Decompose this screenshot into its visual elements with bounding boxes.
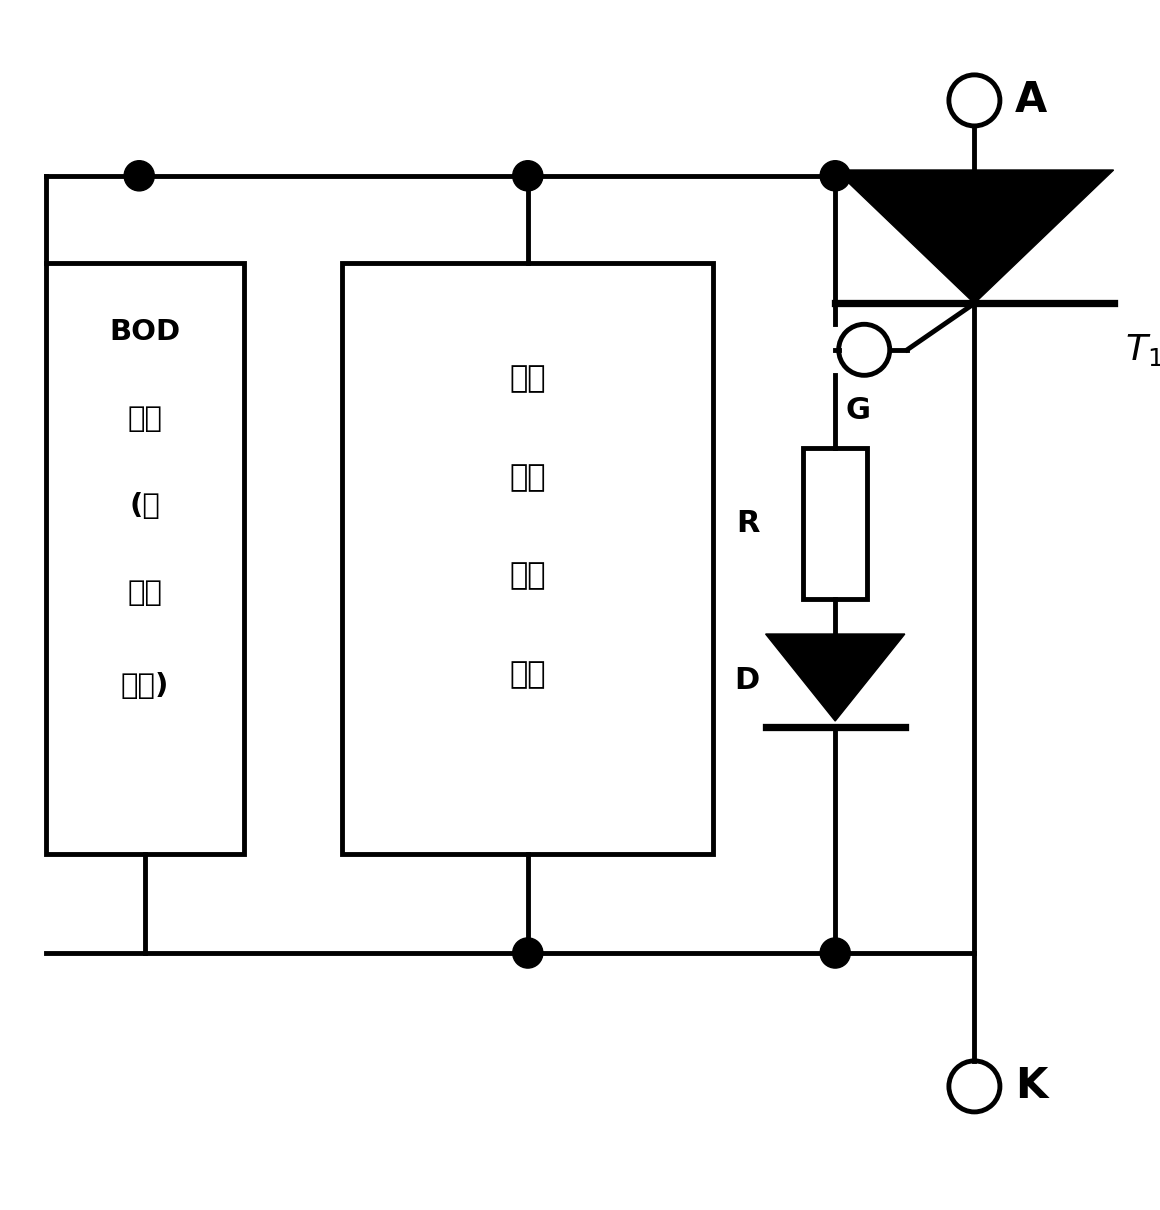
Text: 驱动: 驱动 xyxy=(509,364,546,393)
Circle shape xyxy=(820,938,850,968)
Bar xyxy=(342,263,713,854)
Text: 带电: 带电 xyxy=(509,463,546,492)
Circle shape xyxy=(124,161,154,191)
Text: 电路: 电路 xyxy=(128,405,162,433)
Text: A: A xyxy=(1015,80,1047,121)
Text: $T_1$: $T_1$ xyxy=(1125,332,1160,368)
Bar xyxy=(46,263,244,854)
Text: K: K xyxy=(1015,1065,1047,1107)
Polygon shape xyxy=(766,634,905,721)
Text: 单元: 单元 xyxy=(509,661,546,690)
Text: D: D xyxy=(734,666,760,695)
Text: 生效): 生效) xyxy=(121,673,169,701)
Circle shape xyxy=(513,938,543,968)
Bar xyxy=(803,449,868,599)
Circle shape xyxy=(513,161,543,191)
Text: (失: (失 xyxy=(130,492,160,520)
Text: 电时: 电时 xyxy=(128,580,162,607)
Text: 工作: 工作 xyxy=(509,561,546,590)
Text: R: R xyxy=(737,509,760,538)
Text: G: G xyxy=(846,396,871,425)
Text: BOD: BOD xyxy=(109,318,181,346)
Polygon shape xyxy=(835,169,1114,304)
Circle shape xyxy=(820,161,850,191)
